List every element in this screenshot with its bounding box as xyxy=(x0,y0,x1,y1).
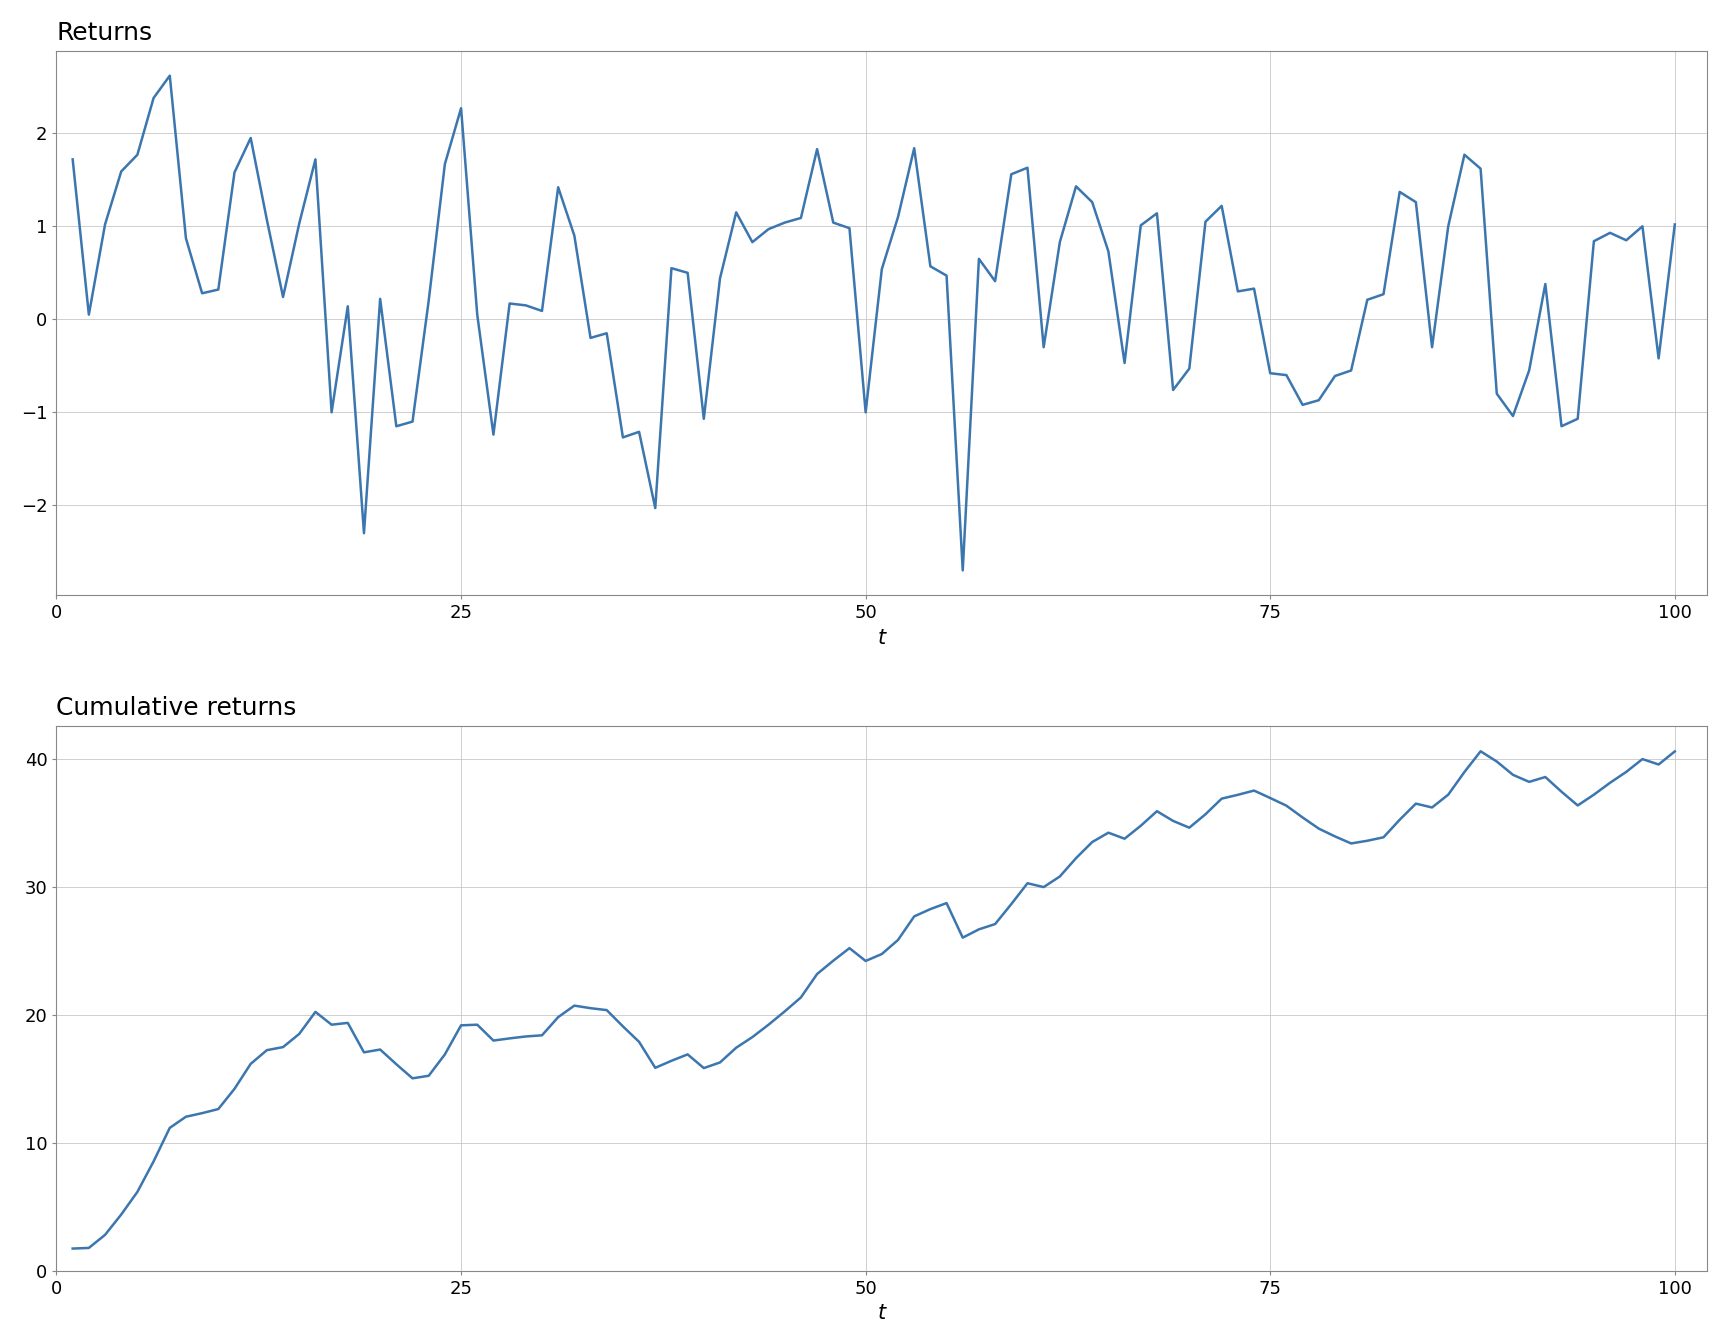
Text: Returns: Returns xyxy=(57,22,152,44)
Text: Cumulative returns: Cumulative returns xyxy=(57,696,297,720)
X-axis label: t: t xyxy=(878,628,886,648)
X-axis label: t: t xyxy=(878,1304,886,1322)
